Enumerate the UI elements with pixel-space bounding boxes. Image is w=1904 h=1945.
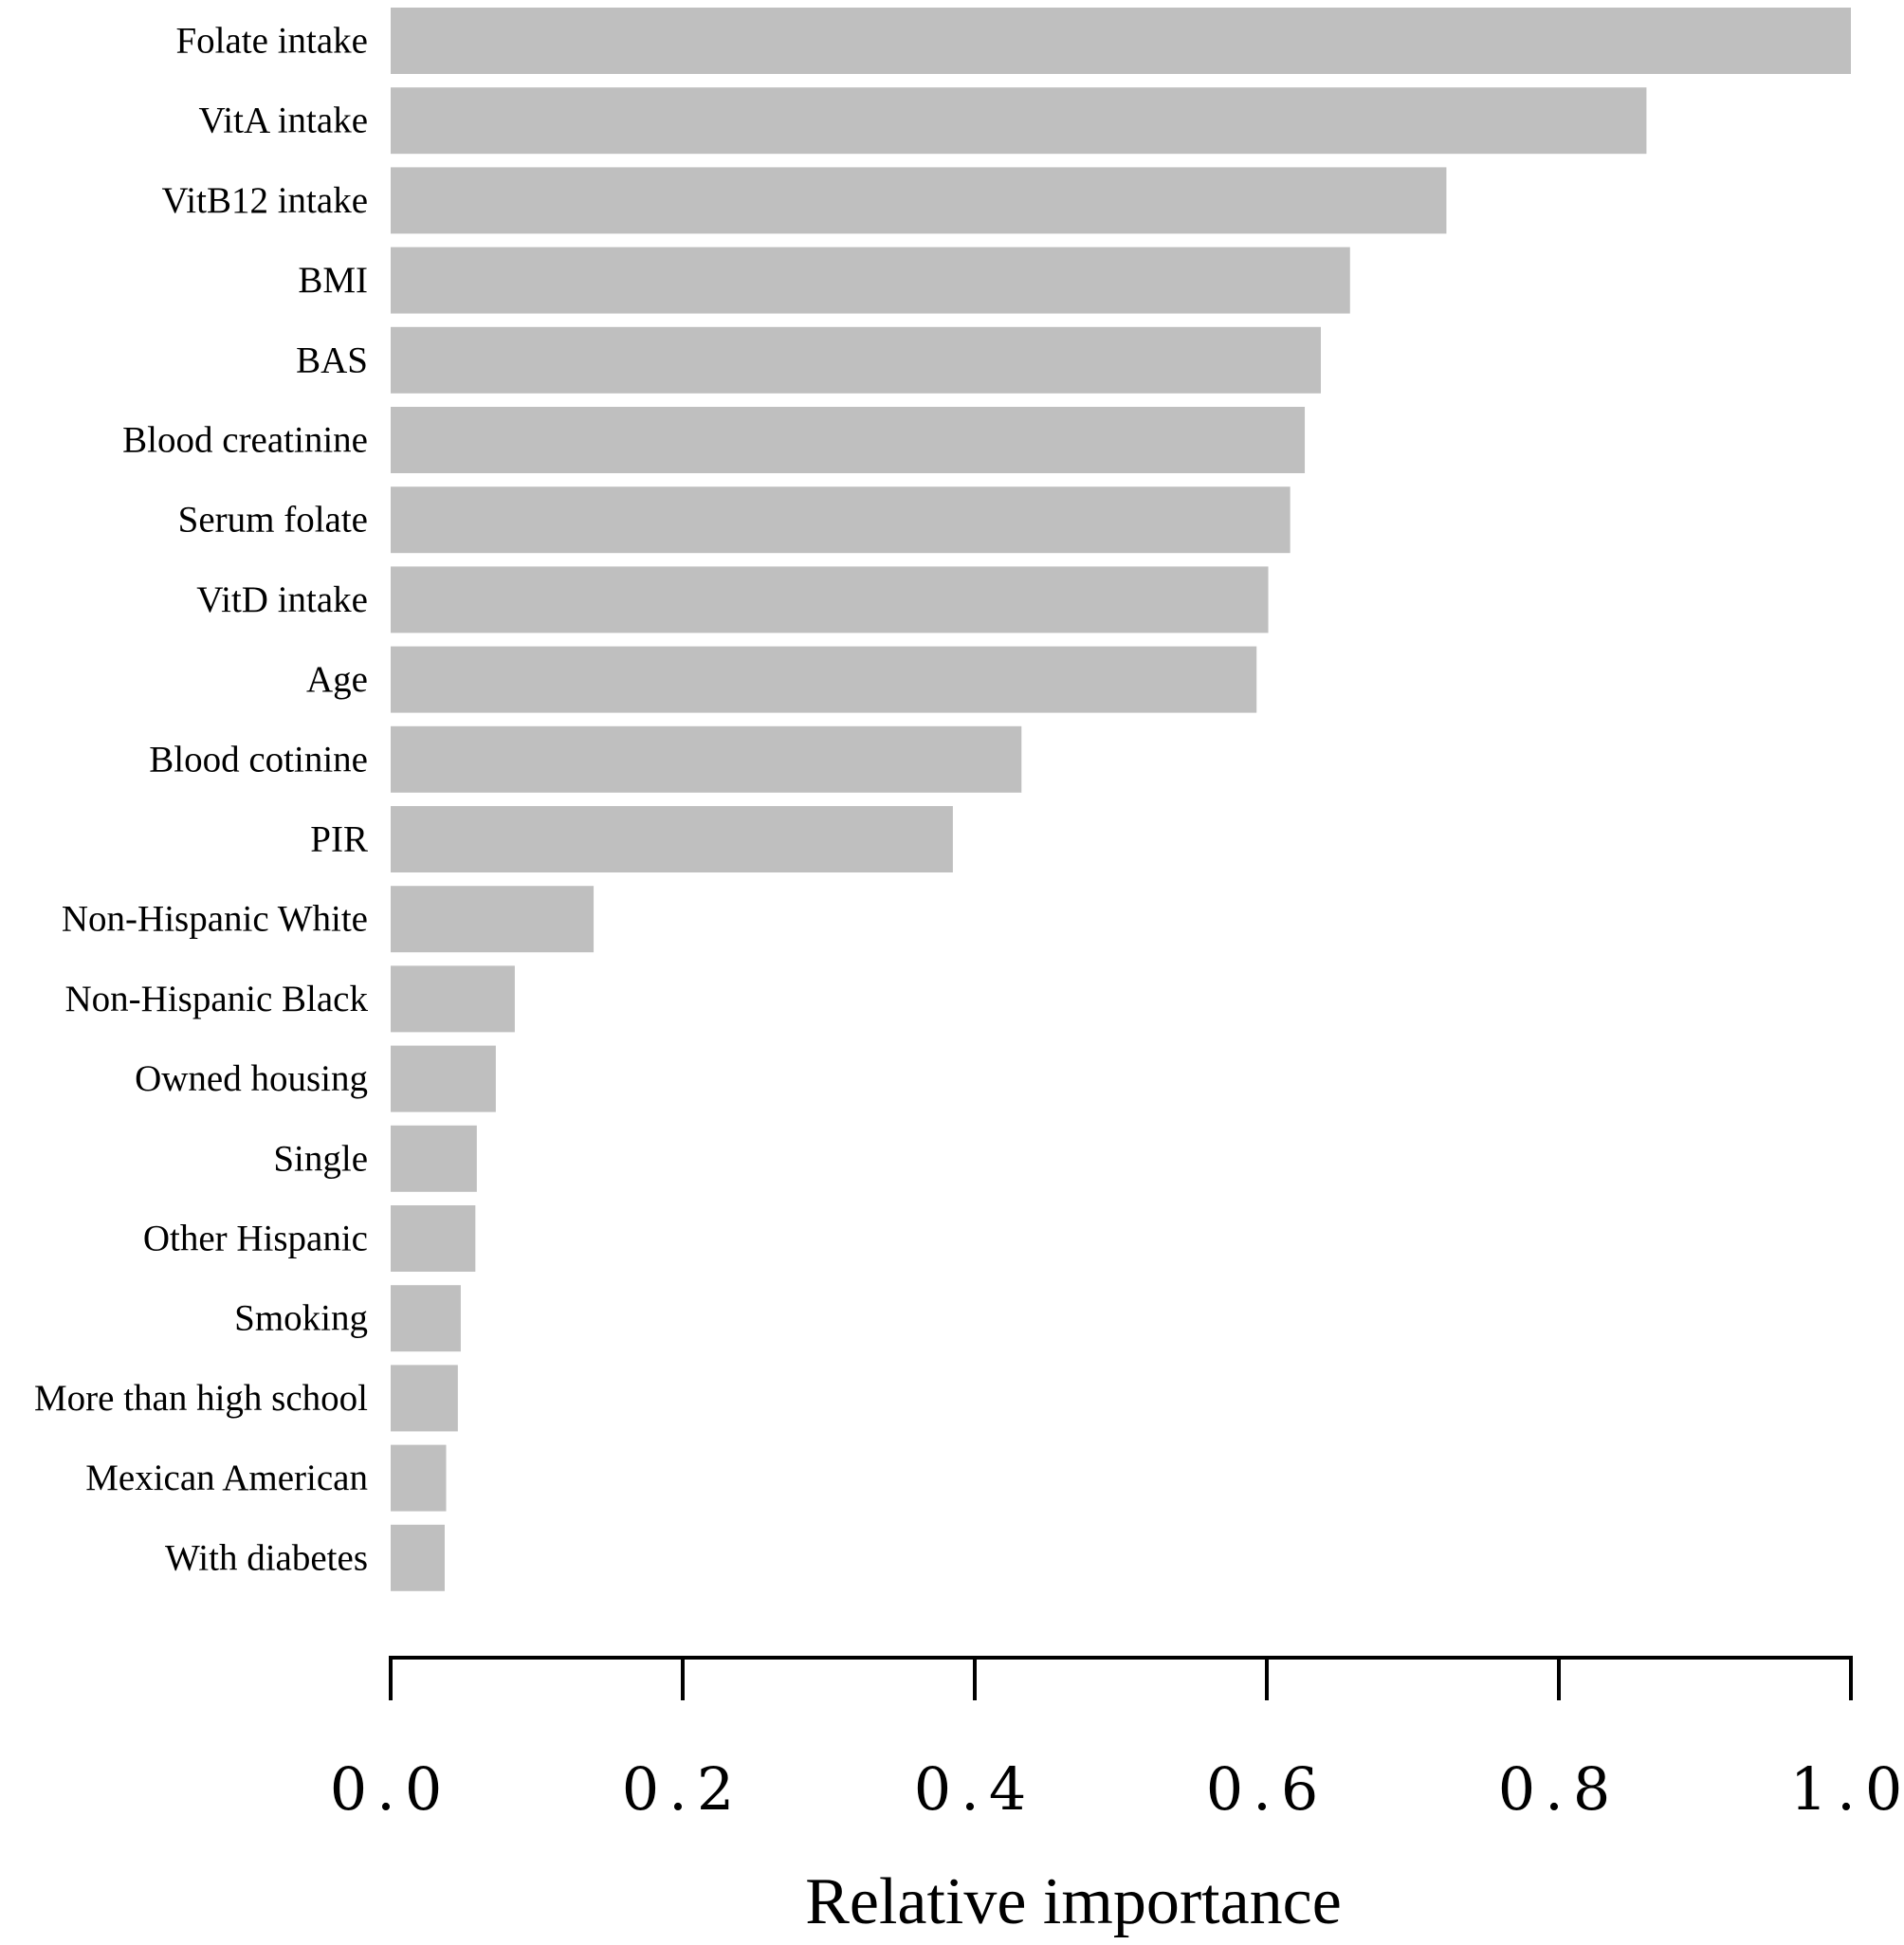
bar [391,965,515,1033]
bar [391,806,953,872]
bar [391,8,1851,74]
category-label: VitB12 intake [161,180,368,221]
bar [391,486,1291,554]
category-label: Mexican American [85,1458,368,1498]
category-label: Serum folate [178,500,368,541]
bar [391,725,1022,793]
bar [391,886,595,953]
category-label: Non-Hispanic White [62,899,368,940]
x-axis: 0.0 0.2 0.4 0.6 0.8 1.0 [330,1656,1904,1824]
category-label: VitA intake [198,101,368,141]
bar [391,1365,458,1432]
bar [391,1444,447,1512]
category-label: Other Hispanic [143,1219,368,1259]
category-label: Blood cotinine [149,739,368,780]
category-label: Folate intake [175,21,368,62]
bar [391,247,1350,314]
category-label: Non-Hispanic Black [64,979,368,1019]
bar [391,167,1447,234]
bar [391,87,1647,155]
category-label: Smoking [234,1298,368,1339]
bar [391,1045,496,1112]
x-tick-label: 0.8 [1498,1754,1620,1824]
x-tick-label: 0.2 [622,1754,744,1824]
category-label: VitD intake [196,579,368,620]
category-labels-layer: Folate intake VitA intake VitB12 intake BMI… [34,21,369,1579]
category-label: Owned housing [135,1058,368,1099]
bar [391,1205,476,1272]
category-label: Blood creatinine [122,420,368,461]
bar [391,407,1306,473]
category-label: Age [306,659,368,700]
bar [391,646,1257,713]
bar [391,566,1269,633]
category-label: PIR [310,819,368,860]
bars-layer [391,8,1851,1591]
x-tick-label: 0.6 [1206,1754,1328,1824]
bar [391,1125,477,1192]
category-label: More than high school [34,1378,368,1419]
category-label: BMI [298,260,368,301]
x-ticks-layer: 0.0 0.2 0.4 0.6 0.8 1.0 [330,1658,1904,1824]
bar [391,326,1321,394]
category-label: Single [273,1138,368,1179]
x-axis-title: Relative importance [805,1865,1342,1938]
bar [391,1524,445,1591]
bar [391,1285,461,1352]
x-tick-label: 1.0 [1790,1754,1904,1824]
category-label: With diabetes [165,1537,368,1578]
category-label: BAS [296,339,368,380]
x-tick-label: 0.0 [330,1754,452,1824]
x-tick-label: 0.4 [914,1754,1036,1824]
